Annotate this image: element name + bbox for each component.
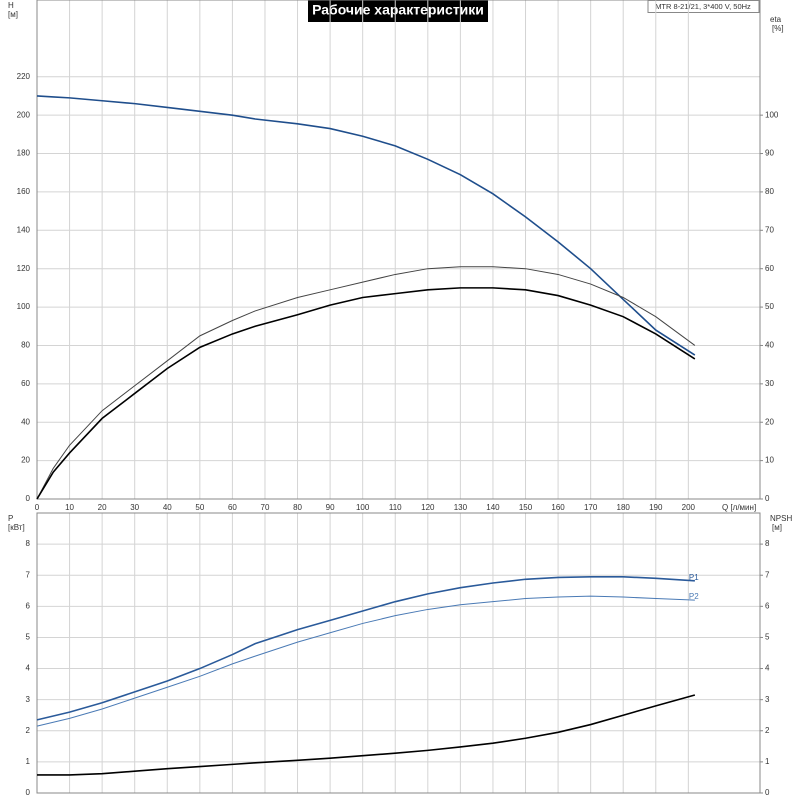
- y2-tick-label: 50: [765, 302, 774, 311]
- curve: [36, 95, 696, 356]
- curve: [36, 575, 695, 721]
- y-tick-label: 60: [21, 379, 30, 388]
- x-tick-label: 190: [649, 503, 663, 512]
- x-tick-label: 0: [35, 503, 40, 512]
- y-tick-label: 40: [21, 417, 30, 426]
- y-tick-label: 3: [26, 695, 31, 704]
- y-tick-label: 5: [26, 633, 31, 642]
- curve-label: P2: [689, 592, 699, 601]
- x-tick-label: 120: [421, 503, 435, 512]
- x-tick-label: 130: [454, 503, 468, 512]
- x-tick-label: 40: [163, 503, 172, 512]
- annotation: MTR 8-21/21, 3*400 V, 50Hz: [655, 2, 751, 11]
- x-tick-label: 170: [584, 503, 598, 512]
- x-tick-label: 110: [389, 503, 402, 512]
- y2-tick-label: 20: [765, 417, 774, 426]
- y-tick-label: 6: [26, 601, 31, 610]
- x-tick-label: 180: [617, 503, 631, 512]
- y2-axis-unit: [м]: [772, 523, 782, 532]
- curve: [36, 595, 695, 727]
- y2-tick-label: 1: [765, 757, 770, 766]
- x-tick-label: 80: [293, 503, 302, 512]
- y2-tick-label: 70: [765, 225, 774, 234]
- x-tick-label: 140: [486, 503, 500, 512]
- x-tick-label: 20: [98, 503, 107, 512]
- y-tick-label: 2: [26, 726, 31, 735]
- y2-tick-label: 4: [765, 664, 770, 673]
- x-axis-label: Q [л/мин]: [722, 503, 756, 512]
- x-tick-label: 10: [65, 503, 74, 512]
- x-tick-label: 90: [326, 503, 335, 512]
- y-tick-label: 140: [17, 225, 31, 234]
- y-tick-label: 8: [26, 539, 31, 548]
- y2-tick-label: 60: [765, 264, 774, 273]
- y2-tick-label: 8: [765, 539, 770, 548]
- x-tick-label: 70: [261, 503, 270, 512]
- y-tick-label: 0: [26, 494, 31, 503]
- plot-frame: [36, 512, 761, 794]
- x-tick-label: 50: [195, 503, 204, 512]
- title-box: [308, 0, 488, 22]
- curve-label: P1: [689, 573, 699, 582]
- y-tick-label: 7: [26, 570, 31, 579]
- y-axis-label: P: [8, 514, 13, 523]
- y2-tick-label: 7: [765, 570, 770, 579]
- y2-tick-label: 6: [765, 601, 770, 610]
- y-tick-label: 100: [17, 302, 31, 311]
- x-tick-label: 160: [551, 503, 565, 512]
- y-tick-label: 220: [17, 72, 31, 81]
- y2-tick-label: 90: [765, 149, 774, 158]
- y2-tick-label: 10: [765, 456, 774, 465]
- y2-axis-label: eta: [770, 15, 782, 24]
- curve: [36, 287, 696, 500]
- y-tick-label: 1: [26, 757, 31, 766]
- y2-tick-label: 0: [765, 494, 770, 503]
- y-tick-label: 120: [17, 264, 31, 273]
- curve: [36, 266, 696, 500]
- y-tick-label: 20: [21, 456, 30, 465]
- x-tick-label: 150: [519, 503, 533, 512]
- y2-tick-label: 3: [765, 695, 770, 704]
- plot-frame: [36, 0, 761, 500]
- y2-axis-label: NPSH: [770, 514, 792, 523]
- y2-tick-label: 40: [765, 341, 774, 350]
- y-axis-label: H: [8, 1, 14, 10]
- x-tick-label: 60: [228, 503, 237, 512]
- y2-axis-unit: [%]: [772, 24, 784, 33]
- y-tick-label: 180: [17, 149, 31, 158]
- chart-title: Рабочие характеристики: [312, 2, 484, 18]
- y2-tick-label: 30: [765, 379, 774, 388]
- y-tick-label: 80: [21, 341, 30, 350]
- y-axis-unit: [кВт]: [8, 523, 25, 532]
- y2-tick-label: 5: [765, 633, 770, 642]
- y-tick-label: 0: [26, 788, 31, 797]
- x-tick-label: 30: [130, 503, 139, 512]
- y2-tick-label: 0: [765, 788, 770, 797]
- y-tick-label: 160: [17, 187, 31, 196]
- y-axis-unit: [м]: [8, 10, 18, 19]
- curve: [37, 694, 696, 776]
- y2-tick-label: 100: [765, 110, 779, 119]
- x-tick-label: 200: [682, 503, 696, 512]
- y2-tick-label: 80: [765, 187, 774, 196]
- y-tick-label: 200: [17, 110, 31, 119]
- x-tick-label: 100: [356, 503, 370, 512]
- y2-tick-label: 2: [765, 726, 770, 735]
- y-tick-label: 4: [26, 664, 31, 673]
